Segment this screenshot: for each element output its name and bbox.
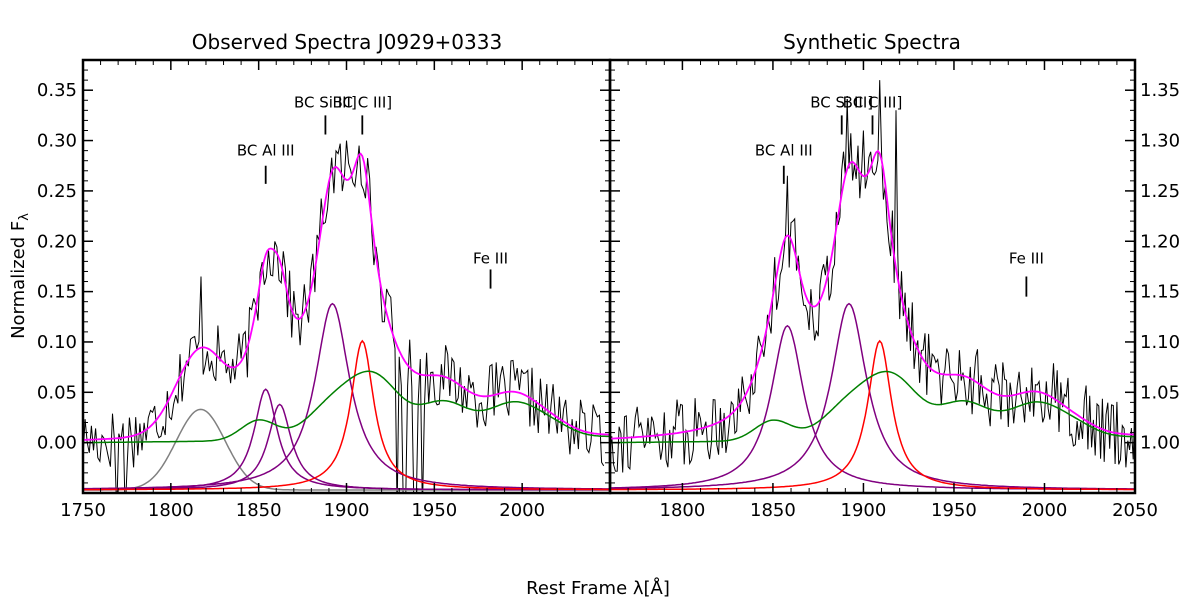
annotation-label: BC Al III bbox=[755, 142, 813, 160]
total-fit-line bbox=[83, 152, 610, 441]
y-tick-label: 1.20 bbox=[1140, 231, 1180, 252]
y-tick-label: 0.30 bbox=[37, 131, 77, 152]
x-tick-label: 1900 bbox=[324, 500, 370, 521]
y-tick-label: 0.00 bbox=[37, 433, 77, 454]
component-bc-si3-line bbox=[610, 302, 1135, 490]
x-tick-label: 1800 bbox=[660, 500, 706, 521]
x-tick-label: 1750 bbox=[60, 500, 106, 521]
annotation-label: BC C III] bbox=[843, 93, 903, 111]
y-axis-label: Normalized Fλ bbox=[8, 213, 32, 339]
annotation-label: BC C III] bbox=[332, 93, 392, 111]
y-axis-label-main: Normalized F bbox=[8, 221, 29, 339]
y-tick-label: 1.10 bbox=[1140, 332, 1180, 353]
y-tick-label: 0.15 bbox=[37, 282, 77, 303]
component-bc-al3-b-line bbox=[83, 403, 610, 491]
y-tick-label: 1.35 bbox=[1140, 80, 1180, 101]
y-tick-label: 1.00 bbox=[1140, 433, 1180, 454]
y-tick-label: 1.25 bbox=[1140, 181, 1180, 202]
y-tick-label: 1.30 bbox=[1140, 131, 1180, 152]
y-axis-label-sub: λ bbox=[17, 213, 32, 221]
total-fit-line bbox=[610, 149, 1135, 440]
x-axis-label: Rest Frame λ[Å] bbox=[526, 577, 670, 598]
panel-synthetic: Synthetic Spectra BC Al III BC Si III]BC … bbox=[608, 30, 1180, 521]
y-tick-label: 0.35 bbox=[37, 80, 77, 101]
annotation-label: BC Al III bbox=[237, 142, 295, 160]
y-tick-label: 0.25 bbox=[37, 181, 77, 202]
x-tick-label: 1850 bbox=[750, 500, 796, 521]
fe3-template-line bbox=[610, 370, 1135, 444]
x-tick-label: 2000 bbox=[1022, 500, 1068, 521]
fe3-template-line bbox=[83, 370, 610, 444]
y-tick-label: 1.05 bbox=[1140, 382, 1180, 403]
x-tick-label: 1800 bbox=[148, 500, 194, 521]
x-tick-label: 1850 bbox=[236, 500, 282, 521]
annotation-label: Fe III bbox=[473, 249, 508, 267]
panel-observed: Observed Spectra J0929+0333 BC Al III BC … bbox=[37, 30, 612, 521]
observed-spectrum-line bbox=[83, 140, 605, 493]
y-tick-label: 1.15 bbox=[1140, 282, 1180, 303]
y-tick-label: 0.10 bbox=[37, 332, 77, 353]
x-tick-label: 2050 bbox=[1112, 500, 1158, 521]
annotation-label: BC Si III] bbox=[810, 93, 873, 111]
panel-title-observed: Observed Spectra J0929+0333 bbox=[192, 30, 502, 54]
annotation-label: BC Si III] bbox=[294, 93, 357, 111]
observed-spectrum-line bbox=[610, 80, 1135, 473]
panel-frame-observed bbox=[81, 58, 612, 495]
x-tick-label: 1950 bbox=[931, 500, 977, 521]
panel-title-synthetic: Synthetic Spectra bbox=[783, 30, 961, 54]
y-tick-label: 0.05 bbox=[37, 382, 77, 403]
annotation-label: Fe III bbox=[1009, 249, 1044, 267]
component-bc-c3-line bbox=[610, 339, 1135, 491]
x-tick-label: 1900 bbox=[841, 500, 887, 521]
x-tick-label: 2000 bbox=[499, 500, 545, 521]
y-tick-label: 0.20 bbox=[37, 231, 77, 252]
x-tick-label: 1950 bbox=[411, 500, 457, 521]
panel-frame-synthetic bbox=[608, 58, 1137, 495]
